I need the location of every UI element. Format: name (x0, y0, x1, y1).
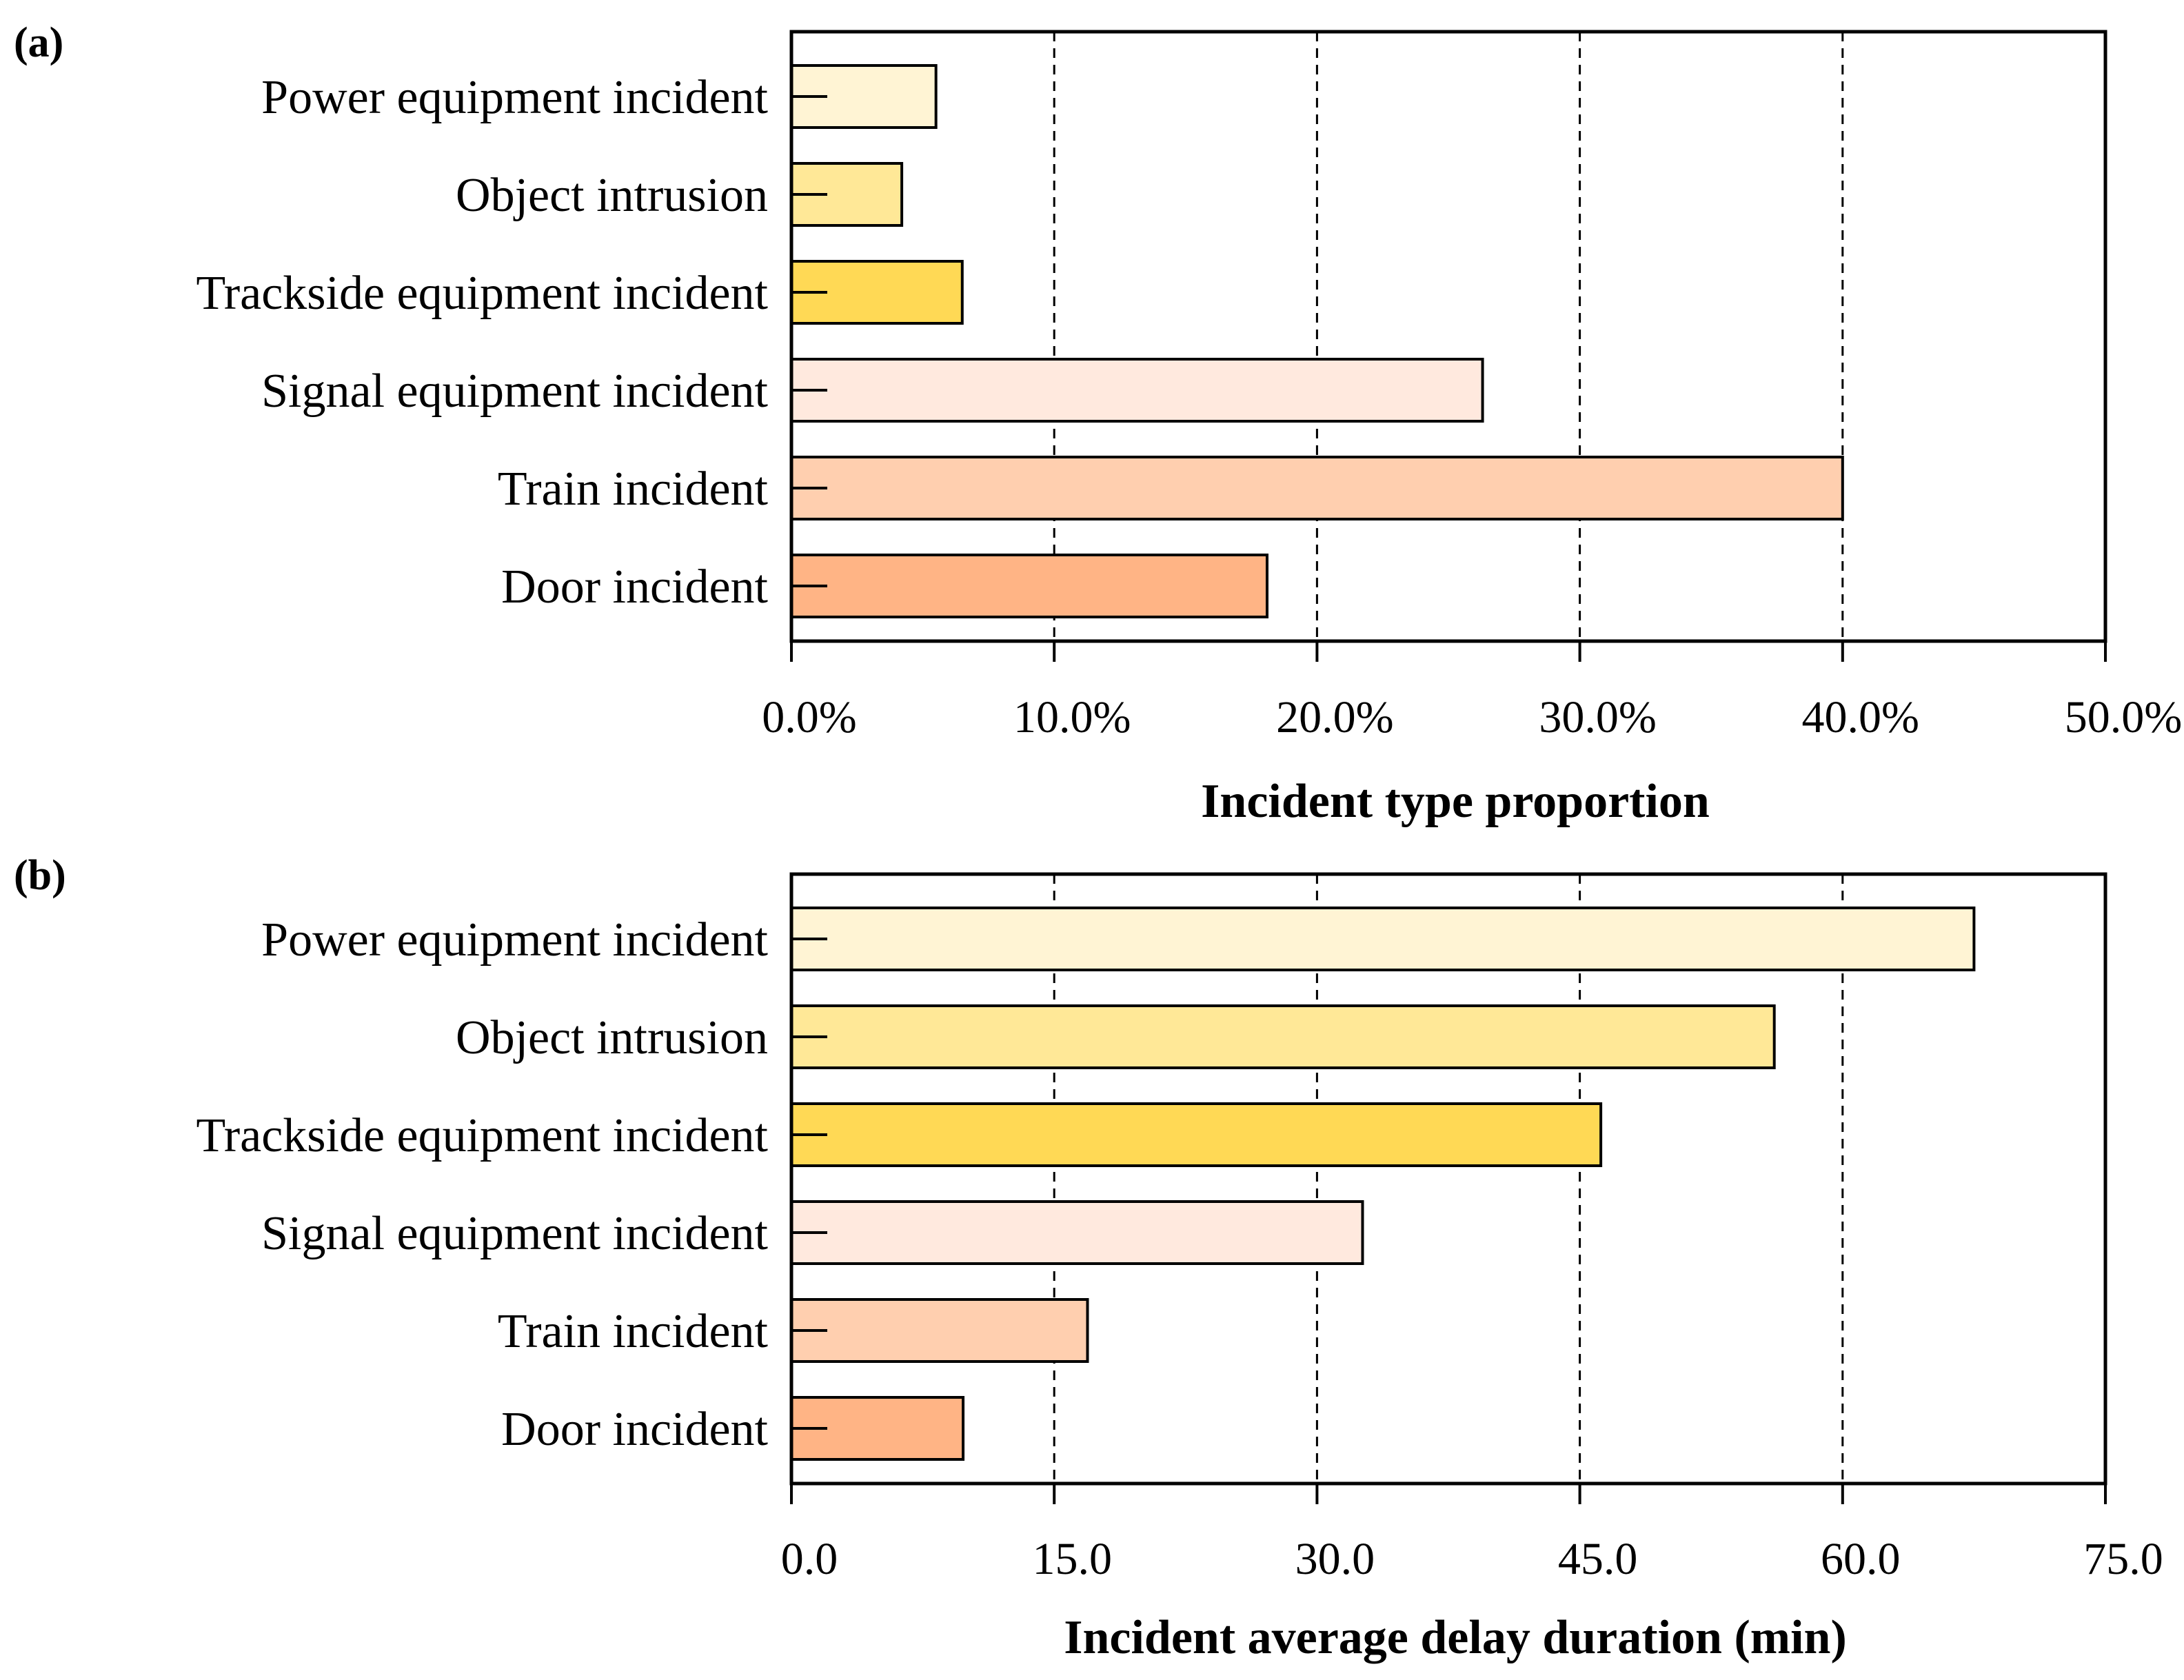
category-label: Train incident (498, 463, 769, 516)
category-label: Power equipment incident (261, 71, 768, 124)
x-tick-label: 0.0 (781, 1534, 838, 1584)
category-label: Trackside equipment incident (196, 267, 769, 320)
panel-a: (a) Power equipment incident Object intrus… (14, 19, 2182, 828)
x-tick-label: 30.0% (1539, 692, 1656, 742)
x-axis-title: Incident type proportion (1201, 775, 1710, 828)
category-label: Signal equipment incident (261, 1207, 768, 1260)
panel-label: (a) (14, 19, 63, 66)
x-tick-label: 45.0 (1558, 1534, 1638, 1584)
x-tick-label: 60.0 (1821, 1534, 1901, 1584)
plot-frame (789, 30, 2107, 643)
bar (790, 358, 1484, 423)
bar (790, 456, 1844, 520)
x-tick-label: 30.0 (1295, 1534, 1375, 1584)
bar (790, 907, 1976, 971)
category-label: Door incident (501, 1403, 768, 1456)
x-tick-label: 40.0% (1802, 692, 1919, 742)
category-label: Object intrusion (456, 1011, 768, 1064)
panel-b: (b) Power equipment incident Object intrus… (14, 852, 2163, 1664)
x-tick-label: 20.0% (1276, 692, 1393, 742)
category-label: Power equipment incident (261, 913, 768, 966)
x-tick-label: 0.0% (762, 692, 856, 742)
category-label: Signal equipment incident (261, 365, 768, 418)
bar (790, 554, 1268, 618)
x-tick-label: 75.0 (2083, 1534, 2163, 1584)
bar (790, 1102, 1603, 1167)
bar (790, 1298, 1089, 1363)
x-tick-label: 50.0% (2065, 692, 2182, 742)
bar (790, 1200, 1364, 1265)
category-label: Train incident (498, 1305, 769, 1358)
x-tick-label: 15.0 (1032, 1534, 1112, 1584)
category-label: Door incident (501, 560, 768, 614)
x-tick-label: 10.0% (1013, 692, 1131, 742)
category-label: Object intrusion (456, 169, 768, 222)
bar (790, 1396, 965, 1461)
category-label: Trackside equipment incident (196, 1109, 769, 1162)
plot-frame (789, 872, 2107, 1486)
panel-label: (b) (14, 852, 66, 899)
bar (790, 1004, 1776, 1069)
x-axis-title: Incident average delay duration (min) (1064, 1611, 1847, 1664)
